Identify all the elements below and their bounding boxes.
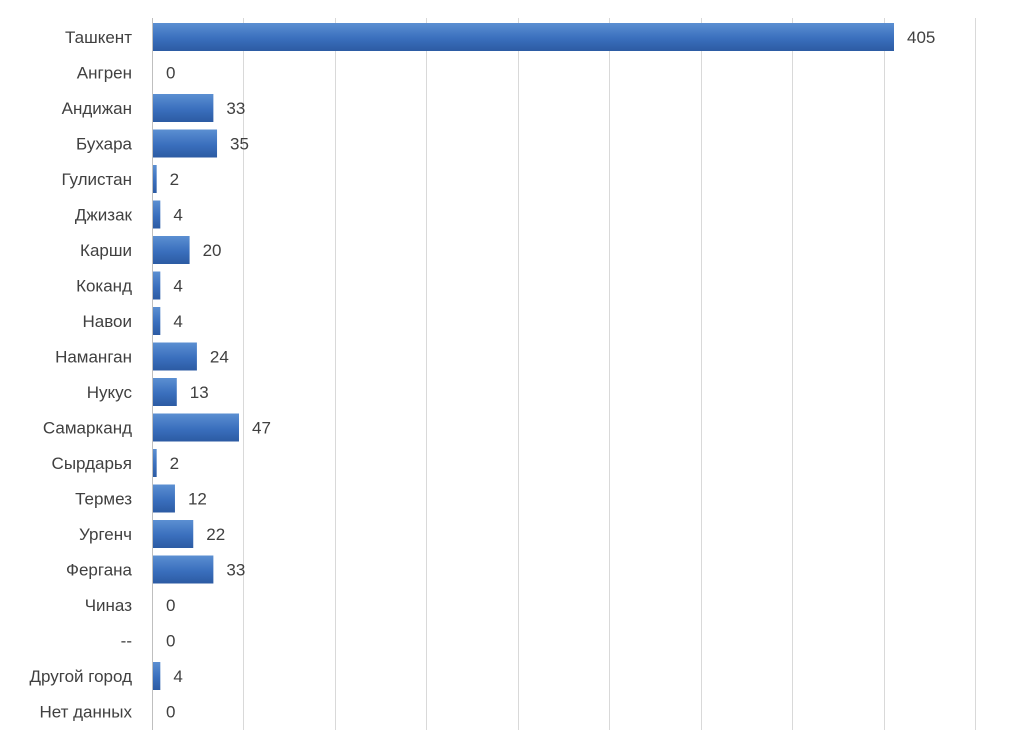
bars: [153, 23, 894, 690]
bar: [153, 342, 197, 371]
bar: [153, 307, 161, 335]
category-label: Термез: [75, 490, 132, 509]
category-label: Нукус: [87, 383, 133, 402]
category-label: Другой город: [29, 667, 132, 686]
bar: [153, 23, 894, 51]
bar: [153, 555, 214, 584]
category-label: Джизак: [75, 206, 133, 225]
category-label: Фергана: [66, 561, 133, 580]
category-label: Навои: [82, 312, 132, 331]
data-label: 0: [166, 64, 175, 83]
data-label: 0: [166, 596, 175, 615]
bar: [153, 662, 161, 690]
category-label: Самарканд: [43, 419, 132, 438]
category-label: --: [121, 632, 132, 651]
bar: [153, 236, 190, 264]
category-label: Бухара: [76, 135, 133, 154]
category-label: Сырдарья: [52, 454, 132, 473]
data-label: 4: [173, 667, 182, 686]
category-label: Андижан: [62, 99, 132, 118]
data-label: 2: [170, 170, 179, 189]
bar: [153, 165, 157, 193]
category-label: Карши: [80, 241, 132, 260]
data-label: 20: [203, 241, 222, 260]
category-label: Ангрен: [77, 64, 132, 83]
data-label: 33: [226, 99, 245, 118]
category-label: Коканд: [76, 277, 132, 296]
bar: [153, 449, 157, 477]
data-label: 405: [907, 28, 935, 47]
category-label: Ташкент: [65, 28, 132, 47]
bar: [153, 378, 177, 406]
data-label: 4: [173, 277, 182, 296]
data-label: 4: [173, 312, 182, 331]
gridlines: [152, 18, 976, 730]
category-label: Нет данных: [39, 703, 132, 722]
category-label: Гулистан: [61, 170, 132, 189]
data-label: 35: [230, 135, 249, 154]
bar: [153, 129, 218, 158]
bar: [153, 271, 161, 300]
category-label: Чиназ: [85, 596, 132, 615]
category-label: Наманган: [55, 348, 132, 367]
data-label: 0: [166, 632, 175, 651]
data-label: 22: [206, 525, 225, 544]
data-label: 0: [166, 703, 175, 722]
data-label: 24: [210, 348, 229, 367]
data-label: 2: [170, 454, 179, 473]
bar: [153, 484, 175, 513]
data-label: 47: [252, 419, 271, 438]
data-label: 33: [226, 561, 245, 580]
category-labels: Ташкент Ангрен Андижан Бухара Гулистан Джизак…: [29, 28, 132, 722]
bar: [153, 520, 194, 548]
bar: [153, 94, 214, 122]
category-label: Ургенч: [79, 525, 132, 544]
data-label: 4: [173, 206, 182, 225]
bar: [153, 200, 161, 229]
bar: [153, 413, 239, 442]
data-label: 12: [188, 490, 207, 509]
data-label: 13: [190, 383, 209, 402]
